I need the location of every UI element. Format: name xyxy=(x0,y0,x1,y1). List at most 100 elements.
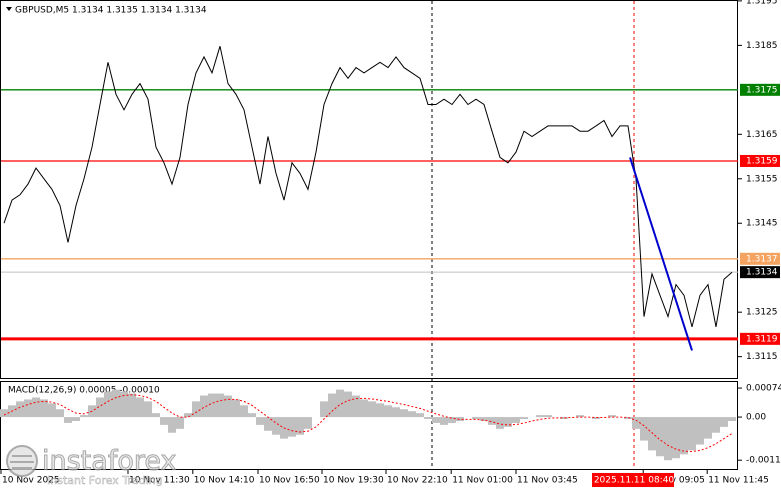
level-label: 1.3137 xyxy=(746,254,778,264)
macd-bar xyxy=(672,417,680,459)
macd-bar xyxy=(440,417,448,425)
macd-bar xyxy=(296,417,304,435)
x-tick-label: 11 Nov 01:00 xyxy=(452,476,513,486)
macd-bar xyxy=(56,409,64,418)
level-box xyxy=(740,332,780,345)
macd-bar xyxy=(0,409,8,418)
macd-bar xyxy=(80,415,88,418)
macd-bar xyxy=(504,417,512,427)
x-tick-label: 10 Nov 2025 xyxy=(2,476,60,486)
current-price-box xyxy=(740,266,780,279)
macd-bar xyxy=(712,417,720,433)
macd-bar xyxy=(200,395,208,418)
y-tick-label: 1.3145 xyxy=(746,219,778,229)
macd-bar xyxy=(696,417,704,445)
macd-bar xyxy=(704,417,712,439)
macd-bar xyxy=(40,399,48,418)
macd-bar xyxy=(48,403,56,418)
macd-bar xyxy=(688,417,696,451)
macd-bar xyxy=(408,411,416,418)
watermark-logo-stripes xyxy=(10,455,34,469)
level-box xyxy=(740,83,780,96)
macd-bar xyxy=(544,415,552,418)
trend-line xyxy=(629,157,693,351)
x-tick-label: 11 Nov 09:05 xyxy=(644,476,705,486)
macd-bar xyxy=(336,389,344,418)
macd-bar xyxy=(480,417,488,421)
price-line xyxy=(3,46,733,328)
macd-bar xyxy=(184,413,192,418)
macd-bar xyxy=(96,397,104,418)
macd-bar xyxy=(496,417,504,429)
macd-bar xyxy=(392,407,400,418)
macd-bar xyxy=(400,409,408,418)
macd-bar xyxy=(456,417,464,421)
level-label: 1.3119 xyxy=(746,334,778,344)
x-tick-label: 10 Nov 14:10 xyxy=(194,476,255,486)
macd-title: MACD(12,26,9) 0.00005 -0.00010 xyxy=(8,386,160,396)
macd-bar xyxy=(72,417,80,421)
macd-bar xyxy=(320,401,328,418)
macd-bar xyxy=(208,393,216,418)
watermark-brand: instaforex xyxy=(42,446,176,477)
macd-bar xyxy=(656,417,664,457)
macd-bar xyxy=(152,413,160,418)
macd-bar xyxy=(448,417,456,423)
macd-bar xyxy=(576,415,584,418)
macd-bar xyxy=(176,417,184,429)
x-tick-label: 10 Nov 11:30 xyxy=(129,476,190,486)
macd-bar xyxy=(352,395,360,418)
macd-bar xyxy=(432,417,440,423)
macd-bar xyxy=(112,389,120,418)
level-label: 1.3159 xyxy=(746,156,778,166)
macd-bar xyxy=(272,417,280,435)
macd-bar xyxy=(632,417,640,429)
macd-bar xyxy=(328,393,336,418)
macd-bar xyxy=(608,415,616,418)
level-box xyxy=(740,252,780,265)
macd-bar xyxy=(160,417,168,425)
macd-bar xyxy=(592,417,600,420)
macd-bar xyxy=(240,405,248,418)
macd-bar xyxy=(232,399,240,418)
macd-bar xyxy=(304,417,312,429)
chart-title: GBPUSD,M5 1.3134 1.3135 1.3134 1.3134 xyxy=(15,6,207,16)
macd-bar xyxy=(680,417,688,455)
macd-bar xyxy=(24,399,32,418)
macd-bar xyxy=(128,393,136,418)
period-label-box xyxy=(592,473,674,487)
macd-bar xyxy=(120,391,128,418)
macd-bar xyxy=(344,391,352,418)
y-tick-label: 1.3155 xyxy=(746,174,778,184)
macd-bar xyxy=(416,413,424,418)
macd-bar xyxy=(136,397,144,418)
macd-bar xyxy=(488,417,496,425)
macd-bar xyxy=(664,417,672,461)
macd-bar xyxy=(424,417,432,420)
watermark-tagline: Instant Forex Trading xyxy=(47,474,163,487)
current-price-label: 1.3134 xyxy=(746,268,778,278)
level-box xyxy=(740,154,780,167)
macd-bar xyxy=(192,401,200,418)
macd-bar xyxy=(360,399,368,418)
macd-bar xyxy=(560,417,568,420)
macd-bar xyxy=(648,417,656,451)
macd-bar xyxy=(640,417,648,441)
macd-bar xyxy=(728,417,736,421)
macd-bar xyxy=(720,417,728,427)
macd-bar xyxy=(536,415,544,418)
macd-bar xyxy=(520,417,528,420)
macd-bar xyxy=(472,417,480,420)
y-tick-label: 1.3165 xyxy=(746,130,778,140)
macd-bar xyxy=(256,417,264,425)
macd-bar xyxy=(288,417,296,437)
macd-y-tick-label: 0.00074 xyxy=(746,384,781,394)
macd-bar xyxy=(384,405,392,418)
price-panel xyxy=(0,0,738,379)
macd-bar xyxy=(64,417,72,423)
macd-bar xyxy=(144,401,152,418)
macd-bar xyxy=(224,395,232,418)
